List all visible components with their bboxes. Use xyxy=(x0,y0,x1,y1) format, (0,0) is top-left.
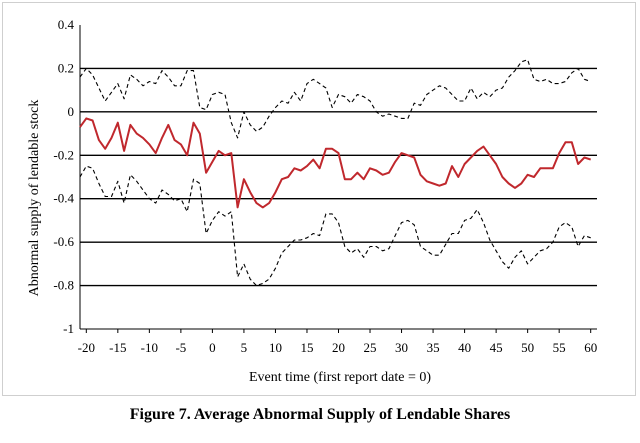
x-tick-label: 45 xyxy=(490,340,503,355)
x-tick-label: 40 xyxy=(458,340,471,355)
x-tick-label: -5 xyxy=(175,340,186,355)
x-axis-title: Event time (first report date = 0) xyxy=(249,370,431,385)
x-tick-label: 35 xyxy=(427,340,440,355)
y-tick-label: 0 xyxy=(68,104,75,119)
x-tick-label: 60 xyxy=(584,340,597,355)
mean-series-line xyxy=(79,117,592,209)
series-lines xyxy=(79,59,592,287)
grid-lines xyxy=(79,25,597,330)
confidence-band-line xyxy=(79,165,591,287)
y-tick-label: -1 xyxy=(63,321,74,336)
y-tick-label: -0.4 xyxy=(53,191,74,206)
x-tick-label: 20 xyxy=(332,340,345,355)
y-tick-label: 0.4 xyxy=(58,17,75,32)
x-tick-label: -10 xyxy=(141,340,158,355)
line-chart: -1 -0.8 -0.6 -0.4 -0.2 0 0.2 0.4 -20 -15 -10 -5 0 5 1… xyxy=(27,17,597,385)
y-tick-label: 0.2 xyxy=(58,60,74,75)
figure-caption: Figure 7. Average Abnormal Supply of Len… xyxy=(129,406,511,423)
x-tick-label: -20 xyxy=(78,340,95,355)
y-axis-ticks: -1 -0.8 -0.6 -0.4 -0.2 0 0.2 0.4 xyxy=(53,17,74,336)
x-tick-label: 5 xyxy=(241,340,248,355)
y-axis-title: Abnormal supply of lendable stock xyxy=(27,100,42,297)
x-tick-label: 15 xyxy=(300,340,313,355)
chart-frame xyxy=(2,2,636,396)
x-axis-ticks: -20 -15 -10 -5 0 5 10 15 20 25 30 35 40 45 50 55 60 xyxy=(78,329,597,355)
x-tick-label: 25 xyxy=(364,340,377,355)
x-tick-label: 55 xyxy=(553,340,566,355)
x-tick-label: 30 xyxy=(395,340,408,355)
x-tick-label: 0 xyxy=(209,340,216,355)
y-tick-label: -0.2 xyxy=(53,147,74,162)
confidence-band-line xyxy=(79,59,591,139)
x-tick-label: 10 xyxy=(269,340,282,355)
x-tick-label: 50 xyxy=(521,340,534,355)
y-tick-label: -0.6 xyxy=(53,234,74,249)
x-tick-label: -15 xyxy=(109,340,126,355)
y-tick-label: -0.8 xyxy=(53,278,74,293)
